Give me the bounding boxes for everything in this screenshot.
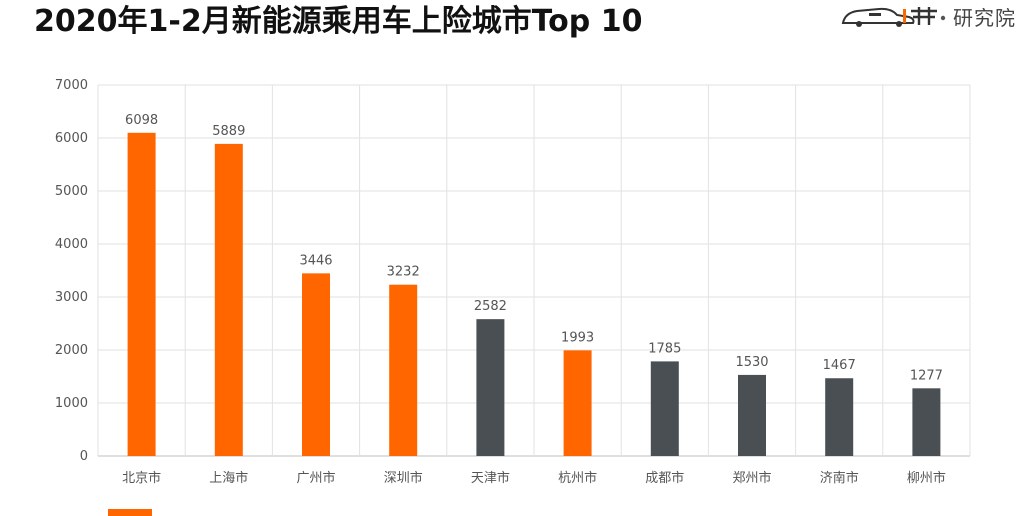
x-tick-label: 上海市 — [209, 470, 248, 486]
y-tick-label: 4000 — [55, 237, 88, 252]
legend-swatch — [108, 509, 152, 516]
labels-layer: 0 1000 2000 3000 4000 5000 6000 7000 6098 北京市 5889… — [55, 78, 946, 486]
bar — [563, 350, 592, 456]
data-label: 1993 — [561, 330, 594, 345]
bar — [476, 319, 505, 456]
brand-logo: 研究院 — [839, 0, 1016, 32]
x-tick-label: 深圳市 — [384, 470, 423, 486]
bar — [738, 374, 766, 456]
data-label: 6098 — [125, 113, 158, 128]
data-label: 1467 — [823, 358, 856, 373]
x-tick-label: 郑州市 — [732, 470, 771, 486]
x-tick-label: 广州市 — [296, 470, 335, 486]
bar — [825, 378, 854, 456]
x-tick-label: 杭州市 — [558, 470, 597, 486]
data-label: 1277 — [910, 368, 943, 383]
y-tick-label: 1000 — [55, 396, 88, 411]
data-label: 5889 — [212, 124, 245, 139]
car-logo-icon — [841, 7, 946, 27]
page-title: 2020年1-2月新能源乘用车上险城市Top 10 — [34, 4, 643, 39]
logo-text: 研究院 — [953, 5, 1016, 30]
bar — [214, 143, 243, 456]
bar — [302, 273, 330, 456]
y-tick-label: 5000 — [55, 184, 88, 199]
y-tick-label: 0 — [80, 449, 88, 464]
y-tick-label: 3000 — [55, 290, 88, 305]
x-tick-label: 北京市 — [122, 470, 161, 486]
data-label: 2582 — [474, 299, 507, 314]
bar — [389, 284, 418, 456]
x-tick-label: 成都市 — [645, 470, 684, 486]
data-label: 3232 — [387, 265, 420, 280]
y-tick-label: 6000 — [55, 131, 88, 146]
grid-layer — [97, 84, 971, 457]
y-tick-label: 2000 — [55, 343, 88, 358]
data-label: 3446 — [299, 253, 332, 268]
bar — [127, 132, 156, 456]
x-tick-label: 柳州市 — [907, 470, 946, 486]
data-label: 1530 — [735, 355, 768, 370]
data-label: 1785 — [648, 341, 681, 356]
y-tick-label: 7000 — [55, 78, 88, 93]
bars-layer — [127, 132, 941, 456]
bar — [912, 388, 941, 456]
x-tick-label: 济南市 — [820, 470, 859, 486]
bar — [650, 361, 679, 456]
x-tick-label: 天津市 — [471, 470, 510, 486]
